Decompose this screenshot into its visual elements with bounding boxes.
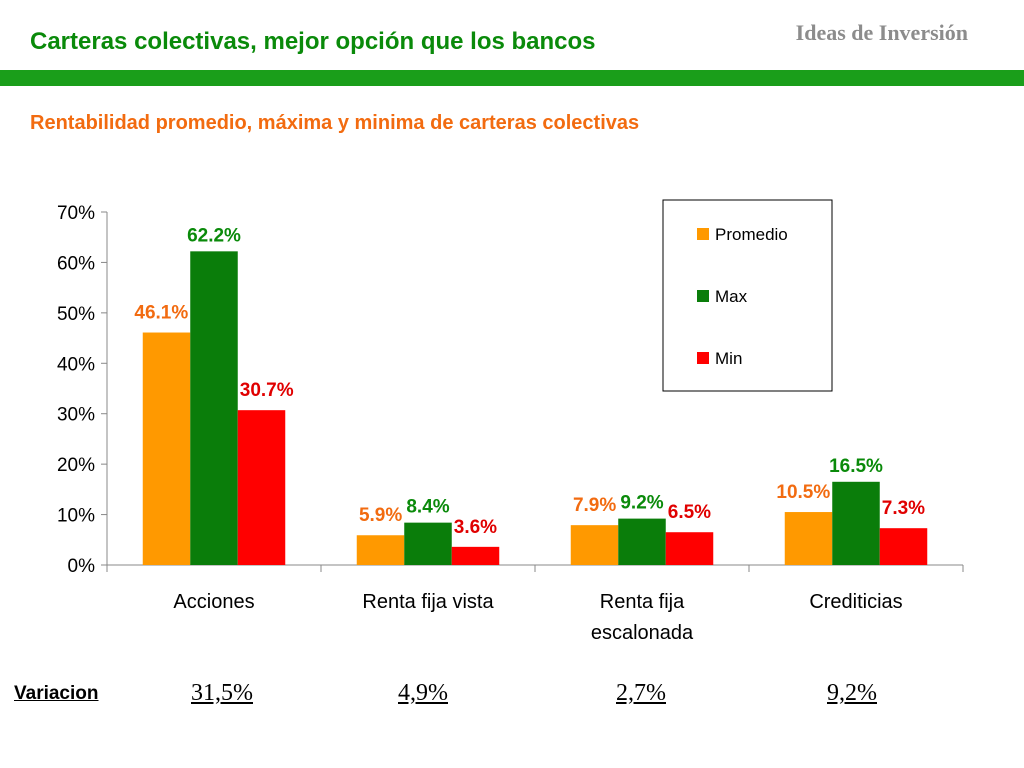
y-tick-label-60: 60% (57, 253, 95, 274)
y-tick-label-50: 50% (57, 304, 95, 325)
variacion-label: Variacion (14, 683, 99, 704)
legend-swatch-max (697, 290, 709, 302)
legend-box (662, 199, 833, 392)
data-label-max-crediticias: 16.5% (829, 456, 883, 477)
data-label-min-renta-fija-escalonada: 6.5% (668, 502, 711, 523)
header-divider (0, 70, 1024, 86)
chart-subtitle: Rentabilidad promedio, máxima y minima d… (30, 112, 640, 134)
data-label-min-acciones: 30.7% (240, 380, 294, 401)
bar-max-acciones (190, 251, 238, 565)
y-tick-label-70: 70% (57, 203, 95, 224)
x-tick-label-acciones: Acciones (173, 591, 254, 613)
bar-min-renta-fija-vista (451, 546, 500, 565)
legend-label-max: Max (715, 287, 748, 306)
x-tick-label-crediticias: Crediticias (809, 591, 902, 613)
data-label-max-renta-fija-escalonada: 9.2% (620, 493, 663, 514)
legend-swatch-min (697, 352, 709, 364)
bar-promedio-renta-fija-escalonada (570, 525, 619, 565)
variacion-value-renta-fija-escalonada: 2,7% (616, 680, 666, 706)
variacion-value-acciones: 31,5% (191, 680, 253, 706)
bar-promedio-renta-fija-vista (356, 535, 405, 565)
bar-min-acciones (237, 410, 286, 565)
data-label-min-crediticias: 7.3% (882, 498, 925, 519)
y-tick-label-30: 30% (57, 405, 95, 426)
bar-max-crediticias (832, 481, 880, 565)
bar-max-renta-fija-escalonada (618, 518, 666, 565)
legend-swatch-promedio (697, 228, 709, 240)
bar-min-renta-fija-escalonada (665, 532, 714, 565)
bar-min-crediticias (879, 528, 928, 565)
data-label-promedio-acciones: 46.1% (134, 303, 188, 324)
y-tick-label-10: 10% (57, 506, 95, 527)
data-label-max-acciones: 62.2% (187, 225, 241, 246)
y-tick-label-20: 20% (57, 455, 95, 476)
slide-title: Carteras colectivas, mejor opción que lo… (30, 28, 596, 55)
legend-label-promedio: Promedio (715, 225, 788, 244)
bar-max-renta-fija-vista (404, 522, 452, 565)
data-label-min-renta-fija-vista: 3.6% (454, 517, 497, 538)
data-label-promedio-renta-fija-vista: 5.9% (359, 505, 402, 526)
data-label-promedio-crediticias: 10.5% (776, 482, 830, 503)
x-tick-label-renta-fija-escalonada: Renta fija escalonada (591, 591, 694, 644)
data-label-promedio-renta-fija-escalonada: 7.9% (573, 495, 616, 516)
legend-label-min: Min (715, 349, 742, 368)
bar-promedio-acciones (142, 332, 191, 565)
y-tick-label-0: 0% (68, 556, 96, 577)
variacion-value-crediticias: 9,2% (827, 680, 877, 706)
data-label-max-renta-fija-vista: 8.4% (406, 497, 449, 518)
x-tick-label-renta-fija-vista: Renta fija vista (362, 591, 494, 613)
y-tick-label-40: 40% (57, 354, 95, 375)
variacion-value-renta-fija-vista: 4,9% (398, 680, 448, 706)
brand-text: Ideas de Inversión (795, 20, 968, 45)
bar-promedio-crediticias (784, 512, 833, 565)
